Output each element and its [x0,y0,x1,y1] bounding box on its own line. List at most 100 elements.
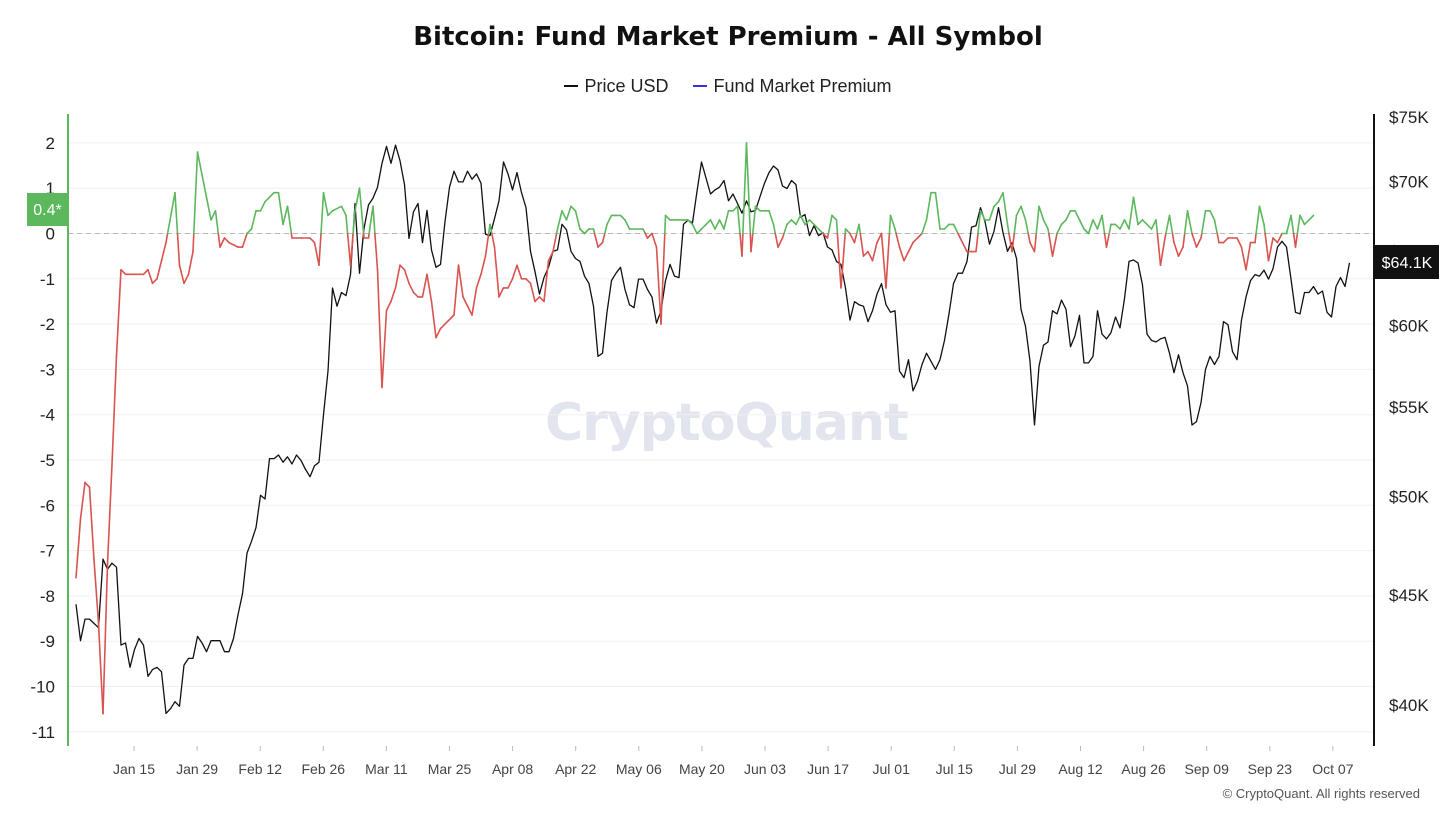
premium-segment [156,259,163,280]
premium-segment [1285,214,1292,235]
premium-segment [79,481,86,520]
premium-segment [817,228,824,235]
premium-segment [439,323,446,330]
premium-segment [507,277,514,289]
premium-segment [1186,210,1193,235]
premium-segment [1051,232,1058,257]
premium-segment [736,205,741,235]
premium-segment [1048,232,1054,257]
premium-segment [1078,219,1085,230]
premium-segment [1128,196,1135,230]
current-price-badge-box [1375,245,1439,279]
x-tick-label-18: Sep 23 [1248,761,1293,777]
watermark: CryptoQuant [545,393,909,453]
right-tick-label-5: $50K [1389,487,1429,506]
premium-segment [754,205,761,212]
premium-segment [597,241,604,248]
premium-segment [354,187,361,212]
x-tick-label-11: Jun 17 [807,761,849,777]
x-tick-label-5: Mar 25 [428,761,472,777]
premium-segment [1074,210,1081,221]
premium-segment [943,223,950,230]
premium-segment [309,237,316,244]
premium-segment [871,241,878,262]
premium-segment [106,463,113,566]
premium-segment [813,223,820,230]
premium-segment [174,191,179,235]
premium-segment [977,210,982,235]
premium-segment [732,205,739,212]
premium-segment [1123,219,1130,230]
premium-segment [490,232,496,248]
premium-segment [750,232,754,253]
right-tick-label-7: $40K [1389,696,1429,715]
x-tick-label-14: Jul 29 [999,761,1037,777]
legend-item-premium[interactable]: Fund Market Premium [693,75,892,97]
premium-segment [593,232,599,248]
premium-segment [421,273,428,298]
premium-segment [120,268,127,276]
premium-segment [696,228,703,235]
premium-segment [349,232,354,267]
premium-segment [511,264,518,280]
copyright-notice: © CryptoQuant. All rights reserved [1222,786,1420,801]
premium-segment [570,205,577,212]
premium-segment [385,300,392,312]
premium-segment [700,223,707,230]
premium-segment [561,210,568,221]
premium-segment [642,228,647,235]
premium-segment [352,210,356,235]
premium-segment [475,273,482,289]
premium-segment [745,142,752,235]
current-price-badge: $64.1K [1375,245,1439,279]
x-tick-label-6: Apr 08 [492,761,533,777]
premium-segment [250,210,257,230]
legend-label-premium: Fund Market Premium [713,75,892,96]
right-tick-label-1: $70K [1389,173,1429,192]
premium-segment [381,309,388,389]
premium-segment [403,268,410,285]
premium-segment [489,223,493,235]
premium-segment [888,214,892,235]
premium-segment [898,246,905,262]
premium-segment [646,232,653,239]
premium-segment [853,232,858,244]
premium-segment [993,201,1000,208]
premium-segment [1308,214,1315,221]
premium-segment [399,264,406,271]
premium-segment [1245,241,1252,271]
legend-item-price[interactable]: Price USD [564,76,668,97]
premium-segment [1060,219,1067,226]
premium-segment [1240,246,1247,271]
left-tick-label-10: -8 [40,587,55,606]
premium-segment [196,151,208,199]
premium-segment [1171,232,1175,244]
premium-segment [1101,214,1106,235]
premium-segment [368,205,374,235]
premium-segment [961,241,968,253]
right-tick-label-6: $45K [1389,586,1429,605]
premium-segment [214,210,220,235]
premium-segment [322,191,329,217]
premium-segment [1263,223,1266,235]
current-premium-badge: 0.4* [27,193,68,226]
premium-segment [718,219,725,230]
premium-segment [1303,219,1310,226]
premium-segment [176,232,181,267]
premium-segment [723,210,730,230]
left-tick-label-9: -7 [40,542,55,561]
premium-segment [1011,232,1016,253]
premium-segment [1008,232,1013,253]
premium-segment [1137,219,1144,226]
premium-segment [1105,232,1110,248]
premium-segment [219,237,226,248]
premium-segment [1150,219,1157,230]
premium-segment [84,481,91,489]
right-tick-label-3: $60K [1389,317,1429,336]
premium-segment [1108,223,1112,235]
premium-segment [205,196,212,221]
premium-segment [790,219,797,226]
premium-segment [880,232,887,289]
premium-segment [1209,210,1216,221]
